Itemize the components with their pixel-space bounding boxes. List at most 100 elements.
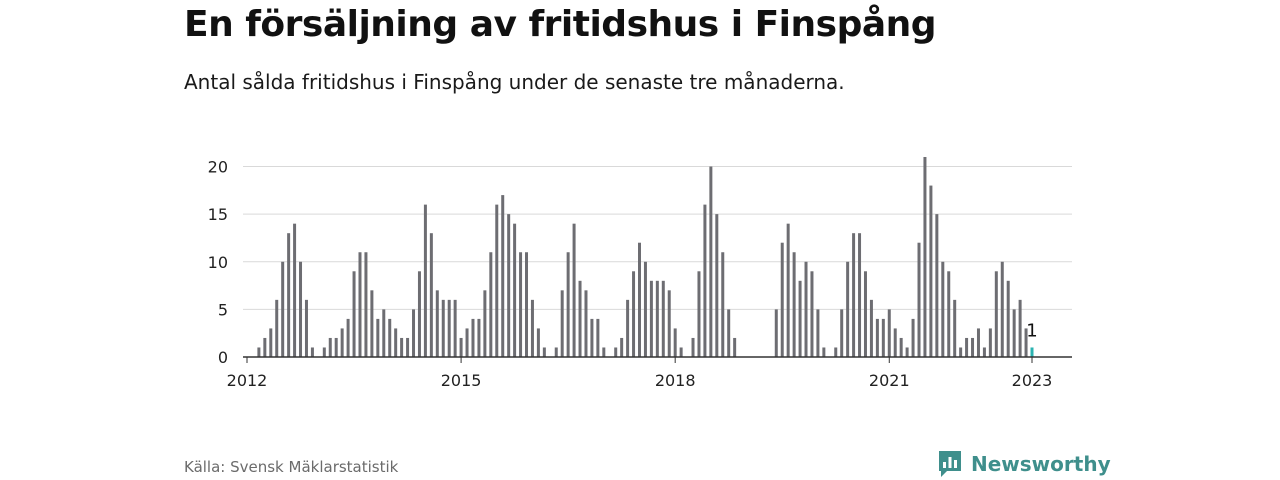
bar-2015-06 <box>489 252 493 357</box>
bar-2021-08 <box>929 185 933 357</box>
bar-2022-02 <box>965 337 969 357</box>
bar-2016-06 <box>560 290 564 357</box>
bars <box>257 157 1034 357</box>
bar-2015-12 <box>525 252 529 357</box>
bar-2013-10 <box>370 290 374 357</box>
bar-2012-11 <box>304 299 308 357</box>
bar-2014-02 <box>394 328 398 357</box>
bar-2013-04 <box>334 337 338 357</box>
bar-2022-03 <box>971 337 975 357</box>
bar-2014-04 <box>406 337 410 357</box>
bar-2021-12 <box>953 299 957 357</box>
bar-2018-05 <box>697 271 701 357</box>
bar-2021-03 <box>899 337 903 357</box>
bar-2015-08 <box>501 195 505 357</box>
brand-logo[interactable]: Newsworthy <box>937 449 1111 479</box>
bar-2018-01 <box>673 328 677 357</box>
bar-2020-07 <box>852 233 856 357</box>
bar-2017-05 <box>626 299 630 357</box>
bar-2016-12 <box>596 318 600 357</box>
bar-2013-12 <box>382 309 386 357</box>
x-tick-label-2023: 2023 <box>1012 371 1053 390</box>
bar-2012-10 <box>299 261 303 357</box>
bar-2016-08 <box>572 223 576 357</box>
bar-2014-11 <box>447 299 451 357</box>
newsworthy-chart-icon <box>939 451 961 477</box>
bar-2017-07 <box>638 242 641 357</box>
bar-2015-11 <box>519 252 523 357</box>
bar-2021-04 <box>905 347 909 357</box>
bar-2013-02 <box>322 347 326 357</box>
y-tick-label-20: 20 <box>208 158 228 177</box>
bar-2021-06 <box>917 242 921 357</box>
bar-2014-07 <box>423 204 427 357</box>
bar-2018-10 <box>727 309 731 357</box>
bar-2012-09 <box>293 223 297 357</box>
bar-2013-05 <box>340 328 344 357</box>
bar-2017-11 <box>661 280 665 357</box>
y-tick-label-15: 15 <box>208 205 228 224</box>
bar-2013-06 <box>346 318 350 357</box>
bar-2023-01 <box>1030 347 1034 357</box>
bar-chart: 0 5 10 15 20 2012 2015 2018 2021 2023 1 <box>208 157 1072 390</box>
bar-2019-09 <box>792 252 796 357</box>
bar-2021-05 <box>911 318 915 357</box>
bar-2022-05 <box>982 347 986 357</box>
labels: 0 5 10 15 20 2012 2015 2018 2021 2023 1 <box>208 158 1053 390</box>
bar-2012-05 <box>269 328 273 357</box>
bar-2021-10 <box>941 261 945 357</box>
bar-2013-07 <box>352 271 356 357</box>
bar-2012-04 <box>263 337 267 357</box>
bar-2016-01 <box>530 299 534 357</box>
y-tick-label-0: 0 <box>218 348 228 367</box>
bar-2018-11 <box>733 337 737 357</box>
bar-2020-05 <box>840 309 844 357</box>
bar-2020-12 <box>881 318 885 357</box>
bar-2022-10 <box>1012 309 1016 357</box>
bar-2020-02 <box>822 347 826 357</box>
bar-2016-02 <box>536 328 540 357</box>
bar-2014-01 <box>388 318 392 357</box>
bar-2014-03 <box>400 337 404 357</box>
bar-2014-12 <box>453 299 457 357</box>
bar-2015-07 <box>495 204 499 357</box>
x-tick-label-2015: 2015 <box>441 371 482 390</box>
y-tick-label-10: 10 <box>208 253 228 272</box>
bar-2019-10 <box>798 280 802 357</box>
bar-2022-06 <box>988 328 992 357</box>
bar-2020-06 <box>846 261 850 357</box>
bar-2016-09 <box>578 280 582 357</box>
bar-2018-04 <box>691 337 695 357</box>
bar-2017-09 <box>649 280 653 357</box>
bar-2015-05 <box>483 290 487 357</box>
bar-2022-12 <box>1024 328 1028 357</box>
bar-2016-11 <box>590 318 594 357</box>
bar-2015-01 <box>459 337 463 357</box>
x-tick-label-2018: 2018 <box>655 371 696 390</box>
bar-2017-04 <box>620 337 624 357</box>
bar-2013-09 <box>364 252 368 357</box>
bar-2020-01 <box>816 309 820 357</box>
bar-2018-08 <box>715 214 719 357</box>
bar-2017-12 <box>667 290 671 357</box>
brand-name: Newsworthy <box>971 452 1111 476</box>
bar-2013-08 <box>358 252 362 357</box>
chart-subtitle: Antal sålda fritidshus i Finspång under … <box>184 70 845 94</box>
bar-2012-07 <box>281 261 285 357</box>
source-note: Källa: Svensk Mäklarstatistik <box>184 458 399 476</box>
bar-2021-02 <box>893 328 897 357</box>
bar-2019-08 <box>786 223 790 357</box>
bar-2015-10 <box>513 223 517 357</box>
bar-2022-09 <box>1006 280 1010 357</box>
bar-2013-03 <box>328 337 332 357</box>
bar-2016-07 <box>566 252 570 357</box>
bar-2012-03 <box>257 347 261 357</box>
bar-2014-09 <box>435 290 439 357</box>
x-tick-label-2021: 2021 <box>869 371 910 390</box>
bar-2021-09 <box>935 214 939 357</box>
bar-2018-02 <box>679 347 683 357</box>
bar-2017-03 <box>614 347 618 357</box>
bar-2014-05 <box>412 309 416 357</box>
bar-2021-01 <box>887 309 891 357</box>
axes <box>243 356 1072 363</box>
